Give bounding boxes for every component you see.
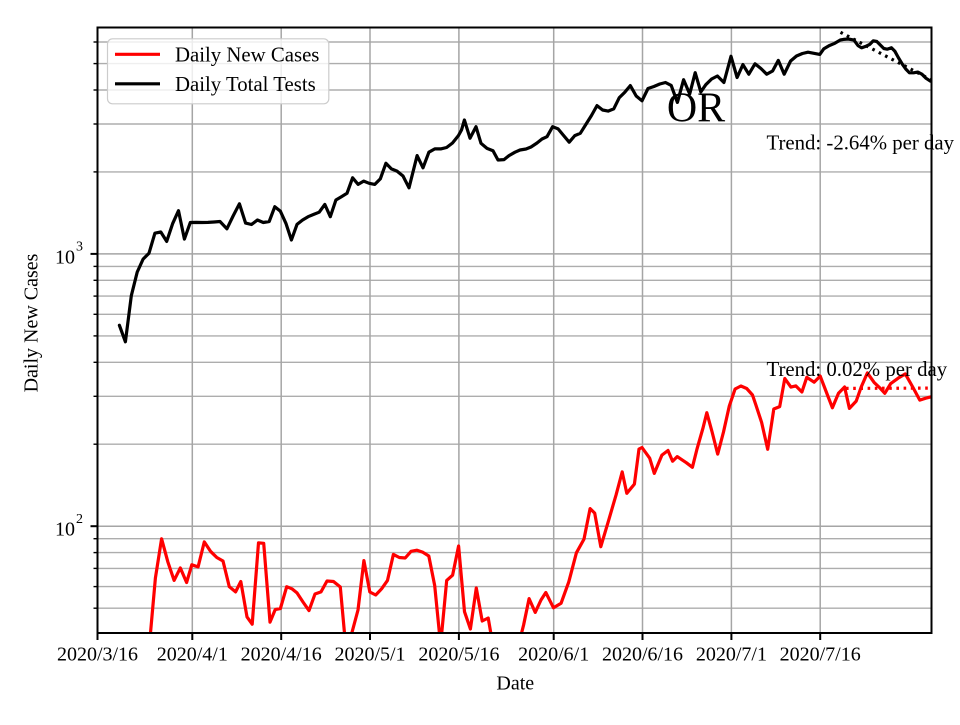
svg-text:2: 2 — [76, 512, 83, 527]
svg-text:Trend: -2.64% per day: Trend: -2.64% per day — [767, 132, 955, 155]
svg-text:Daily New Cases: Daily New Cases — [175, 44, 319, 67]
svg-text:2020/5/1: 2020/5/1 — [334, 644, 405, 666]
svg-text:2020/7/16: 2020/7/16 — [780, 644, 861, 666]
svg-text:Daily Total Tests: Daily Total Tests — [175, 73, 316, 96]
svg-text:2020/4/16: 2020/4/16 — [241, 644, 322, 666]
svg-text:2020/5/16: 2020/5/16 — [418, 644, 499, 666]
svg-text:2020/4/1: 2020/4/1 — [157, 644, 228, 666]
svg-text:3: 3 — [76, 240, 83, 255]
svg-text:OR: OR — [667, 85, 725, 131]
svg-text:2020/6/1: 2020/6/1 — [518, 644, 589, 666]
svg-text:10: 10 — [55, 519, 75, 541]
svg-text:10: 10 — [55, 246, 75, 268]
svg-text:Date: Date — [496, 673, 534, 695]
svg-text:2020/7/1: 2020/7/1 — [696, 644, 767, 666]
svg-text:2020/6/16: 2020/6/16 — [602, 644, 683, 666]
svg-text:Trend: 0.02% per day: Trend: 0.02% per day — [767, 358, 948, 381]
svg-text:2020/3/16: 2020/3/16 — [57, 644, 138, 666]
svg-text:Daily New Cases: Daily New Cases — [21, 253, 43, 392]
